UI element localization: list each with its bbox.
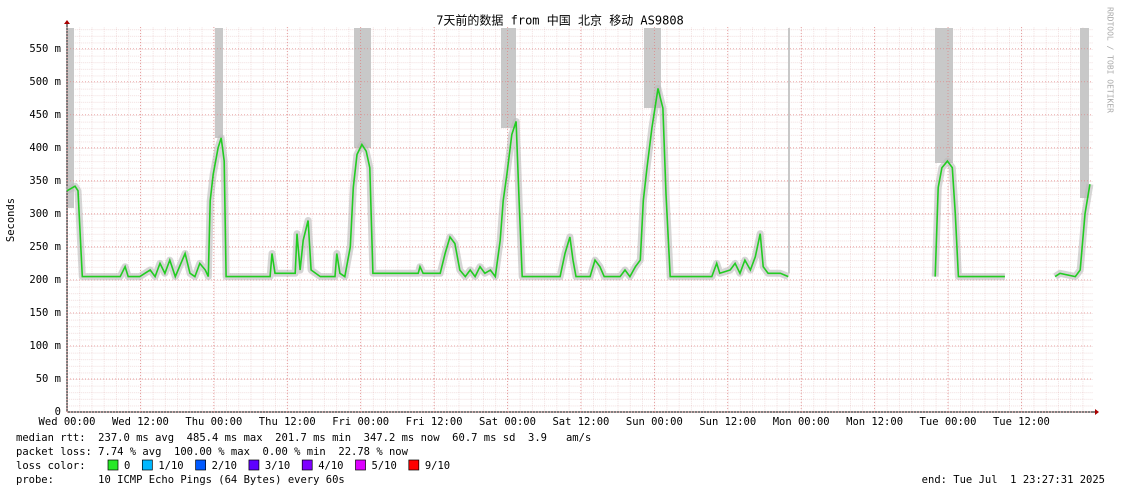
y-tick-label: 550 m — [29, 43, 61, 55]
y-tick-label: 500 m — [29, 76, 61, 88]
x-tick-label: Tue 00:00 — [920, 416, 977, 428]
loss-color-label: 1/10 — [158, 460, 183, 472]
loss-swatch — [195, 459, 206, 471]
y-tick-label: 50 m — [36, 373, 61, 385]
y-arrow — [64, 20, 70, 24]
minor-grid — [67, 27, 1093, 412]
loss-swatch — [107, 459, 119, 471]
x-tick-label: Sat 12:00 — [552, 416, 609, 428]
loss-color-label: 2/10 — [212, 460, 237, 472]
y-tick-label: 350 m — [29, 175, 61, 187]
y-tick-label: 0 — [55, 406, 61, 418]
loss-color-label: 9/10 — [425, 460, 450, 472]
loss-swatch — [408, 459, 420, 471]
x-tick-label: Fri 12:00 — [406, 416, 463, 428]
y-tick-label: 300 m — [29, 208, 61, 220]
loss-swatch — [248, 459, 260, 471]
y-tick-label: 250 m — [29, 241, 61, 253]
x-tick-label: Wed 00:00 — [39, 416, 96, 428]
x-tick-label: Fri 00:00 — [332, 416, 389, 428]
loss-label: loss color: — [16, 460, 86, 472]
x-tick-label: Mon 00:00 — [773, 416, 830, 428]
loss-swatch — [141, 459, 153, 471]
x-tick-label: Thu 12:00 — [259, 416, 316, 428]
x-tick-label: Thu 00:00 — [185, 416, 242, 428]
x-tick-label: Sun 00:00 — [626, 416, 683, 428]
probe-text: probe: 10 ICMP Echo Pings (64 Bytes) eve… — [16, 474, 345, 486]
y-tick-label: 450 m — [29, 109, 61, 121]
stats-line: median rtt: 237.0 ms avg 485.4 ms max 20… — [16, 432, 591, 444]
median-line — [1054, 184, 1091, 278]
x-tick-label: Sat 00:00 — [479, 416, 536, 428]
x-tick-label: Sun 12:00 — [699, 416, 756, 428]
loss-color-label: 4/10 — [318, 460, 343, 472]
x-tick-label: Tue 12:00 — [993, 416, 1050, 428]
loss-swatch — [355, 459, 366, 471]
side-text: RRDTOOL / TOBI OETIKER — [1106, 7, 1115, 113]
x-tick-label: Mon 12:00 — [846, 416, 903, 428]
chart-title: 7天前的数据 from 中国 北京 移动 AS9808 — [436, 13, 684, 28]
x-tick-label: Wed 12:00 — [112, 416, 169, 428]
loss-color-label: 0 — [124, 460, 130, 472]
loss-color-label: 5/10 — [372, 460, 397, 472]
y-tick-label: 200 m — [29, 274, 61, 286]
y-axis-label: Seconds — [5, 198, 17, 242]
y-tick-label: 100 m — [29, 340, 61, 352]
loss-swatch — [301, 459, 313, 471]
y-tick-label: 150 m — [29, 307, 61, 319]
end-text: end: Tue Jul 1 23:27:31 2025 — [922, 474, 1105, 486]
median-line — [66, 88, 789, 279]
stats-line: packet loss: 7.74 % avg 100.00 % max 0.0… — [16, 446, 409, 458]
x-arrow — [1095, 409, 1099, 415]
loss-smoke — [68, 28, 1089, 273]
loss-color-label: 3/10 — [265, 460, 290, 472]
median-line — [934, 159, 1005, 278]
y-tick-label: 400 m — [29, 142, 61, 154]
